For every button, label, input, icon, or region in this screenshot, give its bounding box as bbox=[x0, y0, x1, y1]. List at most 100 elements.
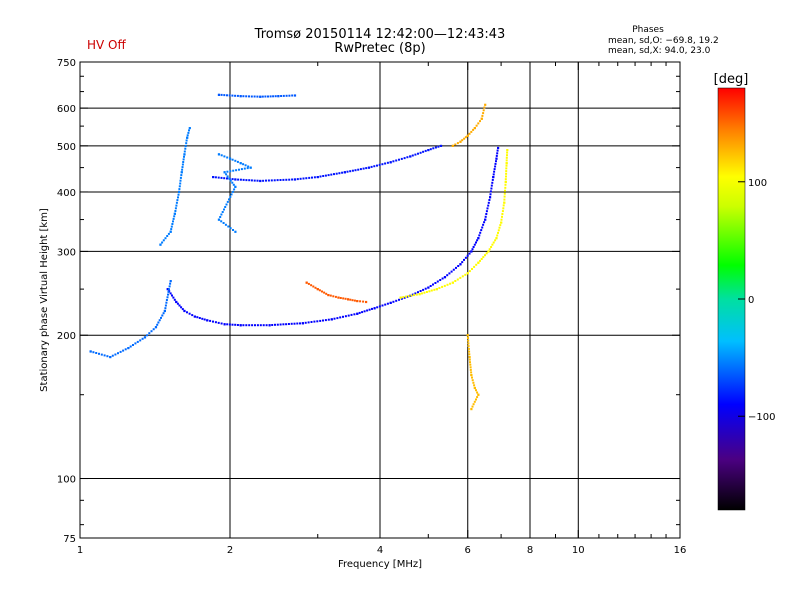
trace-point bbox=[174, 210, 177, 212]
trace-point bbox=[467, 347, 470, 350]
trace-point bbox=[485, 252, 488, 255]
trace-point bbox=[403, 296, 406, 299]
trace-point bbox=[178, 185, 181, 188]
trace-point bbox=[386, 161, 389, 164]
trace-point bbox=[384, 303, 387, 306]
trace-point bbox=[267, 179, 270, 182]
trace-point bbox=[378, 163, 381, 166]
trace-point bbox=[470, 374, 473, 377]
trace-point bbox=[472, 381, 475, 384]
trace-point bbox=[419, 151, 422, 154]
trace-point bbox=[222, 222, 225, 224]
trace-point bbox=[466, 254, 469, 257]
trace-point bbox=[165, 301, 168, 304]
trace-point bbox=[324, 319, 327, 322]
trace-point bbox=[468, 356, 471, 359]
trace-point bbox=[226, 156, 229, 159]
trace-point bbox=[268, 324, 271, 327]
trace-point bbox=[226, 200, 229, 203]
trace-point bbox=[187, 131, 190, 134]
trace-point bbox=[234, 323, 237, 326]
trace-point bbox=[182, 158, 185, 161]
trace-point bbox=[475, 124, 478, 127]
trace-point bbox=[466, 334, 469, 337]
trace-point bbox=[468, 252, 471, 255]
trace-point bbox=[467, 339, 470, 342]
trace-point bbox=[492, 241, 495, 244]
trace-point bbox=[410, 294, 413, 297]
trace-point bbox=[482, 223, 485, 226]
trace-point bbox=[365, 300, 368, 304]
trace-point bbox=[428, 290, 431, 293]
trace-point bbox=[448, 272, 451, 275]
colorbar-tick-label: 0 bbox=[748, 295, 754, 306]
trace-point bbox=[223, 177, 226, 180]
trace-point bbox=[461, 139, 464, 142]
trace-point bbox=[365, 167, 368, 170]
trace-point bbox=[316, 176, 319, 179]
trace-point bbox=[422, 150, 425, 153]
trace-point bbox=[400, 297, 403, 300]
trace-point bbox=[504, 178, 507, 181]
trace-point bbox=[366, 309, 369, 312]
trace-point bbox=[220, 220, 223, 223]
trace-point bbox=[484, 218, 487, 221]
trace-point bbox=[157, 321, 160, 324]
x-axis-label: Frequency [MHz] bbox=[338, 559, 422, 570]
trace-point bbox=[164, 307, 167, 310]
trace-point bbox=[471, 405, 474, 408]
trace-point bbox=[441, 277, 444, 280]
trace-point bbox=[236, 324, 239, 326]
trace-point bbox=[231, 181, 234, 184]
trace-point bbox=[496, 149, 499, 152]
trace-point bbox=[175, 201, 178, 204]
trace-point bbox=[473, 243, 476, 246]
x-tick-label: 16 bbox=[674, 545, 687, 556]
trace-point bbox=[466, 134, 469, 137]
trace-point bbox=[253, 179, 256, 182]
trace-point bbox=[503, 201, 506, 204]
trace-point bbox=[342, 315, 344, 318]
phase-trace bbox=[166, 146, 500, 327]
trace-point bbox=[367, 166, 371, 169]
trace-point bbox=[181, 168, 184, 171]
trace-point bbox=[214, 321, 217, 324]
trace-point bbox=[493, 168, 496, 171]
trace-point bbox=[308, 176, 311, 179]
trace-point bbox=[424, 149, 427, 152]
trace-point bbox=[240, 168, 243, 171]
trace-point bbox=[169, 282, 172, 285]
trace-point bbox=[279, 179, 282, 181]
trace-point bbox=[346, 170, 349, 173]
trace-point bbox=[505, 164, 508, 167]
x-tick-label: 2 bbox=[227, 545, 233, 556]
trace-point bbox=[417, 152, 419, 155]
trace-point bbox=[435, 288, 438, 291]
trace-point bbox=[333, 317, 336, 320]
y-tick-label: 100 bbox=[57, 475, 76, 486]
trace-point bbox=[150, 330, 153, 333]
trace-point bbox=[233, 188, 236, 191]
trace-point bbox=[220, 213, 223, 216]
trace-point bbox=[169, 292, 172, 295]
trace-point bbox=[134, 342, 137, 345]
trace-point bbox=[239, 162, 242, 165]
trace-point bbox=[172, 296, 175, 299]
trace-point bbox=[124, 348, 127, 351]
trace-point bbox=[226, 175, 229, 178]
trace-point bbox=[230, 193, 233, 196]
trace-point bbox=[186, 136, 189, 139]
trace-point bbox=[322, 319, 324, 322]
trace-point bbox=[178, 190, 181, 194]
trace-point bbox=[469, 361, 471, 364]
trace-point bbox=[353, 299, 356, 302]
trace-point bbox=[327, 318, 330, 321]
trace-point bbox=[95, 352, 98, 354]
trace-point bbox=[271, 324, 274, 326]
phase-trace bbox=[212, 144, 443, 183]
trace-point bbox=[461, 261, 464, 264]
trace-point bbox=[232, 169, 235, 172]
trace-point bbox=[173, 215, 176, 218]
trace-point bbox=[179, 179, 182, 182]
trace-point bbox=[316, 288, 319, 291]
